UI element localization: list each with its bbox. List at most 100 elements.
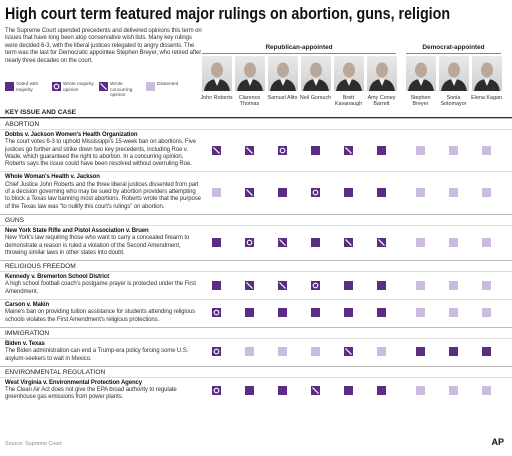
vote-icon <box>212 238 221 248</box>
vote-cell <box>365 280 398 290</box>
legend-item: Wrote majority opinion <box>52 82 98 93</box>
vote-icon <box>52 82 61 91</box>
vote-icon <box>311 188 320 198</box>
case-row: Dobbs v. Jackson Women's Health Organiza… <box>0 129 512 171</box>
vote-icon <box>311 280 320 290</box>
vote-icon <box>99 82 108 91</box>
group-label: Democrat-appointed <box>406 44 501 54</box>
vote-cell <box>299 238 332 248</box>
vote-icon <box>344 238 353 248</box>
vote-cell <box>299 280 332 290</box>
justice-photo <box>471 56 502 91</box>
vote-cells <box>200 386 503 396</box>
vote-cell <box>200 145 233 155</box>
case-title: Biden v. Texas <box>5 340 45 347</box>
vote-cell <box>437 347 470 357</box>
vote-icon <box>482 145 491 155</box>
vote-cell <box>365 238 398 248</box>
vote-icon <box>449 347 458 357</box>
vote-icon <box>278 386 287 396</box>
justice-photo <box>405 56 436 91</box>
vote-icon <box>344 347 353 357</box>
vote-cell <box>437 188 470 198</box>
vote-cell <box>200 238 233 248</box>
vote-icon <box>245 188 254 198</box>
case-text: The court votes 6-3 to uphold Mississipp… <box>5 139 196 168</box>
vote-cell <box>470 308 503 318</box>
section-header: IMMIGRATION <box>0 326 512 338</box>
vote-cell <box>404 238 437 248</box>
case-text-block: Dobbs v. Jackson Women's Health Organiza… <box>0 132 201 168</box>
vote-cell <box>470 347 503 357</box>
justice-name: Brett Kavanaugh <box>334 95 363 108</box>
vote-cell <box>233 145 266 155</box>
vote-cell <box>233 188 266 198</box>
justice-name: Clarence Thomas <box>238 95 261 108</box>
vote-cell <box>266 145 299 155</box>
legend-label: Wrote majority opinion <box>63 82 94 93</box>
vote-icon <box>449 308 458 318</box>
vote-icon <box>245 386 254 396</box>
justice-photo <box>201 56 232 91</box>
case-text-block: Carson v. Makin Maine's ban on providing … <box>0 302 201 324</box>
vote-cell <box>200 347 233 357</box>
vote-icon <box>416 347 425 357</box>
vote-cell <box>332 188 365 198</box>
vote-icon <box>212 280 221 290</box>
vote-icon <box>278 145 287 155</box>
vote-icon <box>278 308 287 318</box>
case-text-block: New York State Rifle and Pistol Associat… <box>0 228 201 257</box>
case-text: New York's law requiring those who want … <box>5 235 190 256</box>
vote-cell <box>266 386 299 396</box>
vote-icon <box>278 347 287 357</box>
vote-cell <box>332 145 365 155</box>
case-text: The Biden administration can end a Trump… <box>5 348 189 362</box>
table: ABORTION Dobbs v. Jackson Women's Health … <box>0 117 512 405</box>
photo-art <box>203 62 230 91</box>
vote-cell <box>437 386 470 396</box>
vote-cell <box>365 386 398 396</box>
vote-cell <box>404 145 437 155</box>
vote-icon <box>344 280 353 290</box>
vote-icon <box>278 280 287 290</box>
vote-icon <box>311 386 320 396</box>
case-text: A high school football coach's postgame … <box>5 281 196 295</box>
group-label: Republican-appointed <box>202 44 396 54</box>
case-row: West Virginia v. Environmental Protectio… <box>0 376 512 405</box>
case-title: Carson v. Makin <box>5 302 50 309</box>
vote-cells <box>200 347 503 357</box>
vote-cell <box>470 145 503 155</box>
legend-item: Voted with majority <box>5 82 51 93</box>
vote-icon <box>482 308 491 318</box>
vote-icon <box>377 280 386 290</box>
vote-cell <box>233 238 266 248</box>
case-title: Kennedy v. Bremerton School District <box>5 274 109 281</box>
case-text-block: Whole Woman's Health v. Jackson Chief Jus… <box>0 174 201 210</box>
vote-cell <box>266 280 299 290</box>
vote-icon <box>212 188 221 198</box>
vote-icon <box>311 347 320 357</box>
section-header: ENVIRONMENTAL REGULATION <box>0 365 512 377</box>
vote-icon <box>311 238 320 248</box>
vote-cell <box>470 188 503 198</box>
vote-cell <box>470 386 503 396</box>
photo-art <box>407 62 434 91</box>
vote-icon <box>245 308 254 318</box>
vote-cell <box>266 347 299 357</box>
vote-icon <box>344 188 353 198</box>
justice-photo <box>300 56 331 91</box>
section-header: ABORTION <box>0 118 512 129</box>
case-row: Kennedy v. Bremerton School District A hi… <box>0 271 512 299</box>
section-header: GUNS <box>0 213 512 225</box>
vote-cell <box>470 280 503 290</box>
vote-cell <box>299 386 332 396</box>
vote-cell <box>437 280 470 290</box>
case-row: Biden v. Texas The Biden administration c… <box>0 337 512 366</box>
vote-cell <box>200 308 233 318</box>
vote-icon <box>377 145 386 155</box>
vote-cell <box>365 188 398 198</box>
vote-cell <box>233 386 266 396</box>
intro: The Supreme Court upended precedents and… <box>5 28 202 64</box>
vote-icon <box>449 386 458 396</box>
vote-icon <box>311 308 320 318</box>
